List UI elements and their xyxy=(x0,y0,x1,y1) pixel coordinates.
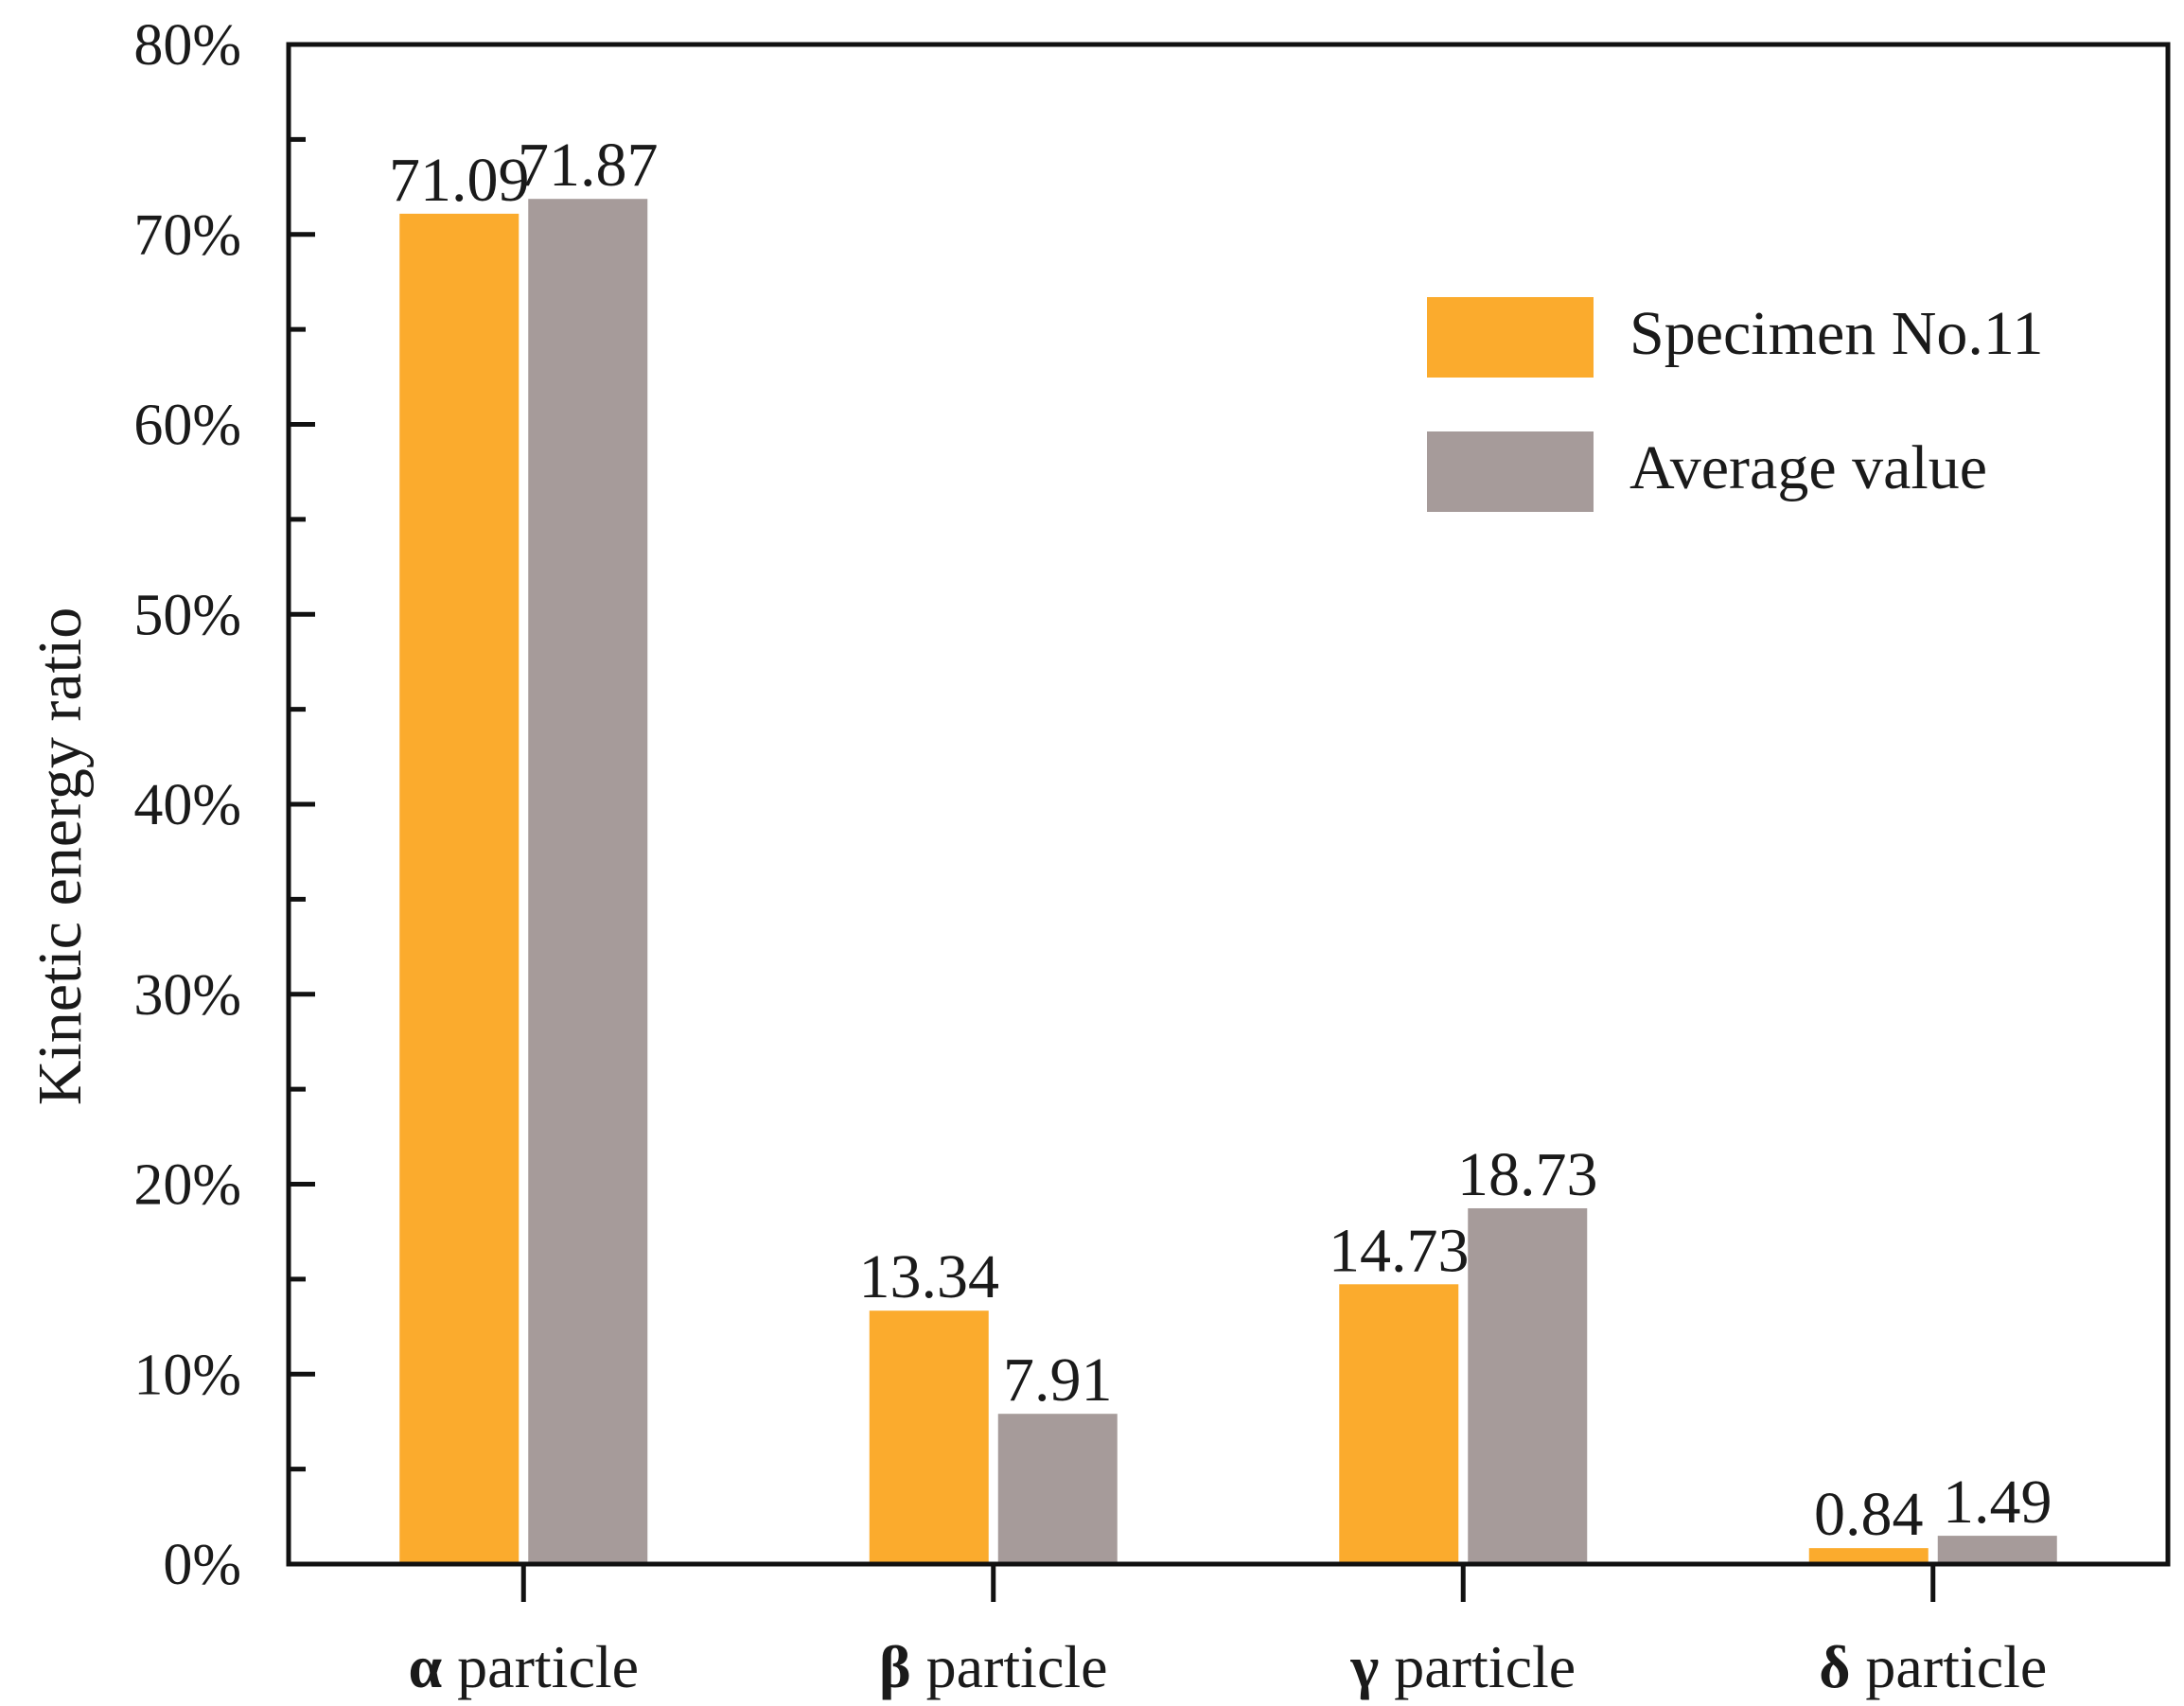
data-label-average-value: 1.49 xyxy=(1943,1468,2052,1537)
legend: Specimen No.11 Average value xyxy=(1427,297,2043,512)
x-axis-categories: α particle β particle γ particle δ particle xyxy=(408,1633,2047,1700)
y-axis-title: Kinetic energy ratio xyxy=(26,607,95,1106)
bar-average-value xyxy=(1937,1536,2057,1564)
bar-average-value xyxy=(997,1414,1118,1564)
data-label-average-value: 7.91 xyxy=(1003,1345,1113,1415)
legend-swatch-specimen xyxy=(1427,297,1594,378)
x-category-label: α particle xyxy=(408,1633,639,1700)
y-tick-label: 80% xyxy=(133,13,241,78)
y-tick-label: 30% xyxy=(133,963,241,1028)
x-category-label: δ particle xyxy=(1819,1633,2047,1700)
bar-specimen-no-11 xyxy=(399,213,520,1564)
category-symbol: γ xyxy=(1349,1633,1379,1700)
legend-swatch-average xyxy=(1427,431,1594,512)
bar-specimen-no-11 xyxy=(869,1310,989,1564)
y-tick-label: 20% xyxy=(133,1153,241,1218)
category-symbol: α xyxy=(408,1633,442,1700)
bar-average-value xyxy=(1468,1207,1588,1564)
data-label-average-value: 18.73 xyxy=(1457,1140,1598,1209)
y-tick-label: 40% xyxy=(133,773,241,837)
category-text: particle xyxy=(911,1633,1108,1700)
data-label-average-value: 71.87 xyxy=(518,131,659,200)
y-tick-label: 0% xyxy=(163,1533,241,1597)
bar-specimen-no-11 xyxy=(1339,1284,1459,1564)
x-category-label: β particle xyxy=(879,1633,1108,1700)
legend-label-specimen: Specimen No.11 xyxy=(1629,299,2043,368)
y-tick-label: 10% xyxy=(133,1343,241,1407)
bar-average-value xyxy=(528,199,648,1565)
category-text: particle xyxy=(442,1633,639,1700)
data-label-specimen-no-11: 0.84 xyxy=(1814,1480,1924,1549)
y-tick-label: 50% xyxy=(133,583,241,647)
y-tick-label: 70% xyxy=(133,203,241,268)
data-label-specimen-no-11: 71.09 xyxy=(389,146,530,215)
category-symbol: δ xyxy=(1819,1633,1850,1700)
bar-specimen-no-11 xyxy=(1808,1548,1929,1564)
y-tick-label: 60% xyxy=(133,394,241,458)
legend-label-average: Average value xyxy=(1629,433,1987,502)
category-symbol: β xyxy=(879,1633,911,1700)
y-axis-title-group: Kinetic energy ratio xyxy=(26,607,95,1106)
category-text: particle xyxy=(1379,1633,1576,1700)
data-label-specimen-no-11: 14.73 xyxy=(1329,1216,1470,1285)
data-label-specimen-no-11: 13.34 xyxy=(859,1242,1000,1311)
bars xyxy=(399,199,2057,1565)
x-axis-ticks xyxy=(520,1564,1936,1602)
x-category-label: γ particle xyxy=(1349,1633,1576,1700)
plot-frame xyxy=(286,42,2171,1567)
y-axis-ticks: 0% 10% 20% 30% 40% 50% 60% 70% 80% xyxy=(133,13,315,1597)
category-text: particle xyxy=(1850,1633,2047,1700)
